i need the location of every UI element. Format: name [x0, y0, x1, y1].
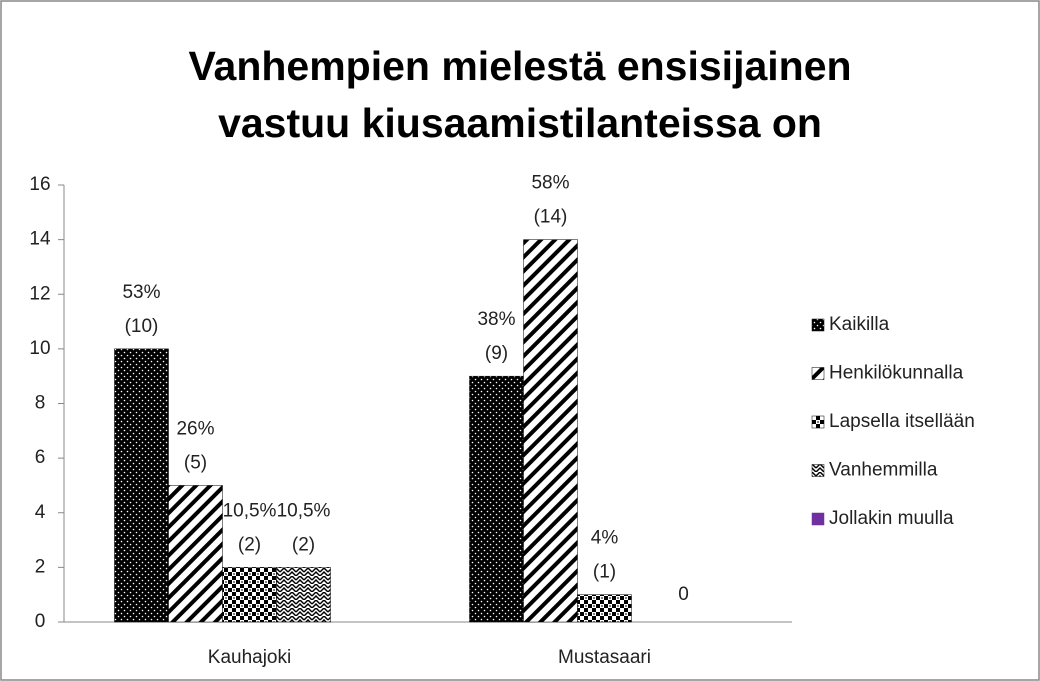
data-label: 38% — [477, 309, 515, 330]
bar — [469, 375, 524, 623]
bar — [276, 567, 331, 623]
y-tick-label: 6 — [35, 447, 46, 468]
bar — [168, 485, 223, 623]
legend-swatch — [811, 318, 825, 332]
bar — [222, 567, 277, 623]
bar — [577, 594, 632, 623]
legend-label: Jollakin muulla — [829, 508, 954, 529]
data-label: 4% — [591, 528, 619, 549]
y-tick-label: 2 — [35, 556, 46, 577]
y-tick-label: 10 — [29, 338, 50, 359]
data-label: (9) — [485, 343, 508, 364]
legend-label: Vanhemmilla — [829, 460, 938, 481]
legend-swatch — [811, 512, 825, 526]
data-label: (14) — [534, 207, 568, 228]
y-tick-label: 14 — [29, 229, 51, 250]
x-tick-label: Mustasaari — [558, 647, 651, 668]
data-label: 53% — [122, 282, 160, 303]
chart-title: Vanhempien mielestä ensisijainen vastuu … — [188, 43, 852, 146]
y-tick-label: 12 — [29, 283, 50, 304]
y-tick-label: 0 — [35, 611, 46, 632]
legend-swatch — [811, 464, 825, 477]
data-label: (1) — [593, 562, 616, 583]
legend-label: Kaikilla — [829, 314, 890, 335]
y-tick-label: 16 — [29, 174, 50, 195]
bar — [523, 239, 578, 623]
data-label: 10,5% — [223, 500, 277, 521]
x-tick-label: Kauhajoki — [208, 647, 291, 668]
legend-swatch — [811, 367, 825, 380]
legend-label: Henkilökunnalla — [829, 363, 964, 384]
data-label: (2) — [238, 534, 261, 555]
data-label: (5) — [184, 452, 207, 473]
data-label: 0 — [678, 584, 689, 605]
data-label: (10) — [125, 316, 159, 337]
data-label: 58% — [531, 173, 569, 194]
legend-label: Lapsella itsellään — [829, 411, 975, 432]
y-tick-label: 4 — [35, 502, 46, 523]
data-label: (2) — [292, 534, 315, 555]
bar — [114, 348, 169, 623]
data-label: 26% — [176, 418, 214, 439]
data-label: 10,5% — [277, 500, 331, 521]
y-tick-label: 8 — [35, 393, 46, 414]
legend-swatch — [811, 415, 825, 429]
